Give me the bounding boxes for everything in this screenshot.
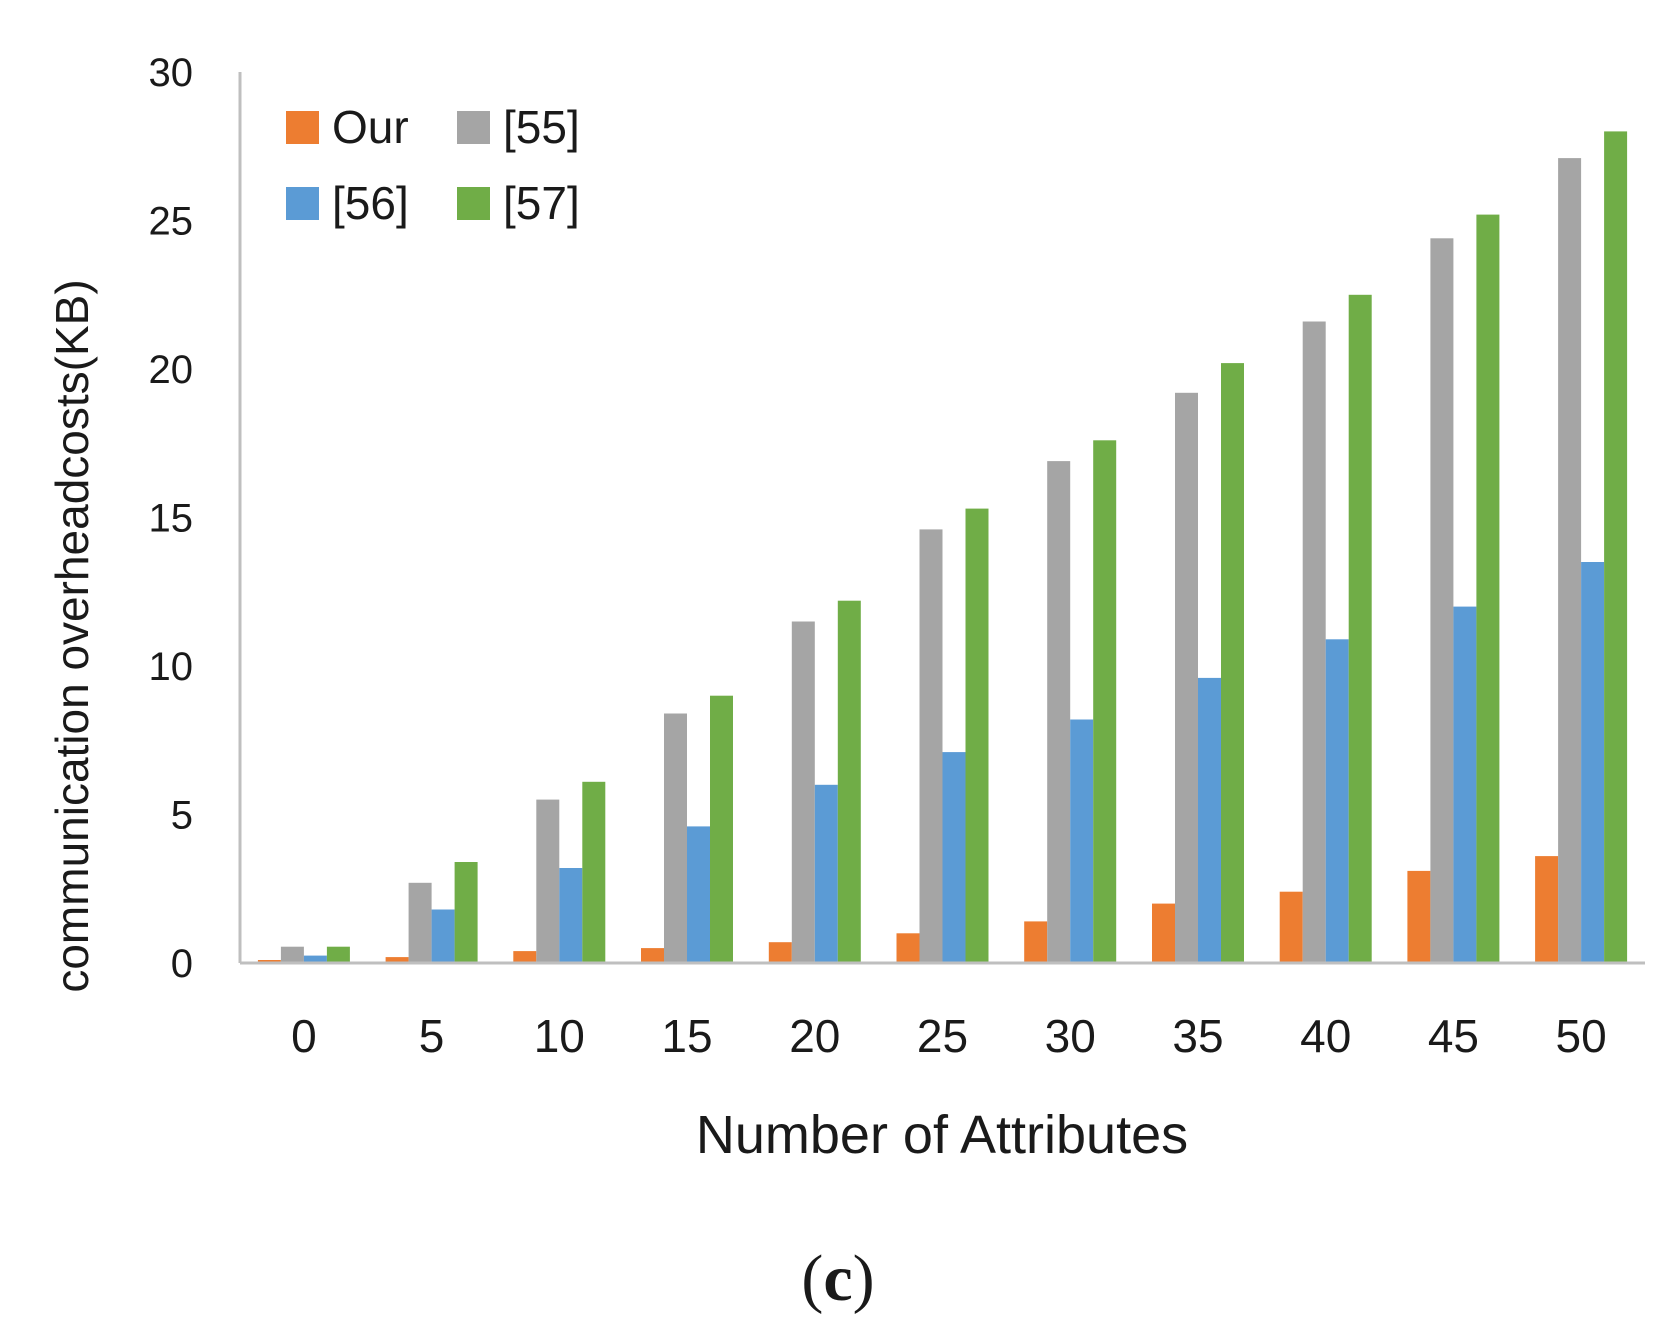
- bar-our-35: [1152, 903, 1175, 963]
- bar-our-25: [896, 933, 920, 963]
- y-tick-label: 30: [149, 51, 194, 95]
- bar-55-50: [1558, 158, 1582, 964]
- x-tick-label: 35: [1172, 1010, 1223, 1062]
- bar-our-10: [513, 951, 537, 963]
- bar-56-10: [559, 868, 583, 963]
- legend-label: [57]: [503, 177, 580, 229]
- bar-55-45: [1430, 238, 1454, 964]
- caption-close-paren: ): [853, 1242, 875, 1315]
- legend-label: [56]: [332, 177, 409, 229]
- y-tick-label: 15: [149, 497, 194, 541]
- bar-56-5: [431, 909, 455, 963]
- bars-group: [257, 131, 1628, 964]
- bar-56-30: [1070, 719, 1094, 963]
- bar-57-40: [1348, 294, 1372, 964]
- legend-swatch: [457, 187, 490, 220]
- y-tick-label: 5: [171, 794, 193, 838]
- x-tick-label: 40: [1300, 1010, 1351, 1062]
- bar-55-25: [919, 529, 943, 963]
- bar-our-5: [385, 957, 409, 963]
- bar-our-45: [1407, 870, 1431, 963]
- x-tick-label: 0: [291, 1010, 317, 1062]
- bar-56-45: [1453, 606, 1477, 963]
- y-tick-label: 25: [149, 200, 194, 244]
- y-tick-label: 20: [149, 348, 194, 392]
- bar-57-15: [710, 695, 733, 963]
- bar-56-15: [687, 826, 710, 963]
- legend-label: Our: [332, 101, 409, 153]
- legend-swatch: [286, 187, 319, 220]
- bar-55-20: [791, 621, 815, 963]
- caption-letter: c: [823, 1242, 852, 1315]
- bar-56-20: [814, 784, 838, 963]
- bar-56-50: [1581, 562, 1605, 963]
- bar-57-20: [837, 600, 861, 963]
- y-axis-title: communication overheadcosts(KB): [46, 279, 98, 992]
- bar-57-0: [326, 946, 350, 963]
- legend-swatch: [457, 111, 490, 144]
- bar-our-40: [1279, 891, 1303, 963]
- legend-swatch: [286, 111, 319, 144]
- bar-55-35: [1175, 392, 1198, 963]
- bar-56-0: [303, 955, 327, 963]
- bar-57-50: [1604, 131, 1628, 963]
- y-tick-labels: 0 5 10 15 20 25 30: [149, 51, 194, 986]
- x-tick-label: 50: [1556, 1010, 1607, 1062]
- caption-open-paren: (: [801, 1242, 823, 1315]
- bar-56-35: [1198, 677, 1221, 963]
- legend-item-55: [55]: [457, 101, 580, 153]
- legend-label: [55]: [503, 101, 580, 153]
- bar-56-25: [942, 752, 966, 963]
- y-tick-label: 10: [149, 645, 194, 689]
- legend-item-our: Our: [286, 101, 409, 153]
- x-tick-label: 5: [419, 1010, 445, 1062]
- bar-55-40: [1302, 321, 1326, 963]
- x-tick-label: 45: [1428, 1010, 1479, 1062]
- bar-57-5: [454, 862, 478, 963]
- bar-55-10: [536, 799, 560, 963]
- x-tick-label: 15: [661, 1010, 712, 1062]
- bar-57-25: [965, 508, 989, 963]
- bar-57-45: [1476, 214, 1500, 964]
- x-tick-label: 30: [1045, 1010, 1096, 1062]
- bar-our-30: [1024, 921, 1048, 963]
- bar-57-30: [1093, 440, 1117, 963]
- x-tick-labels: 0 5 10 15 20 25 30 35 40 45 50: [291, 1010, 1607, 1062]
- legend: Our [55] [56] [57]: [286, 101, 580, 229]
- bar-55-15: [664, 713, 687, 963]
- figure-caption: (c): [801, 1242, 874, 1315]
- x-tick-label: 20: [789, 1010, 840, 1062]
- bar-our-15: [641, 948, 664, 963]
- legend-item-57: [57]: [457, 177, 580, 229]
- bar-56-40: [1325, 639, 1349, 963]
- bar-our-20: [768, 942, 792, 963]
- legend-item-56: [56]: [286, 177, 409, 229]
- bar-our-50: [1535, 856, 1559, 963]
- bar-57-10: [582, 781, 606, 963]
- bar-57-35: [1221, 363, 1244, 964]
- x-tick-label: 10: [534, 1010, 585, 1062]
- bar-55-0: [280, 946, 304, 963]
- bar-55-5: [408, 882, 432, 963]
- x-axis-title: Number of Attributes: [696, 1105, 1188, 1165]
- x-tick-label: 25: [917, 1010, 968, 1062]
- bar-55-30: [1047, 461, 1071, 963]
- y-tick-label: 0: [171, 942, 193, 986]
